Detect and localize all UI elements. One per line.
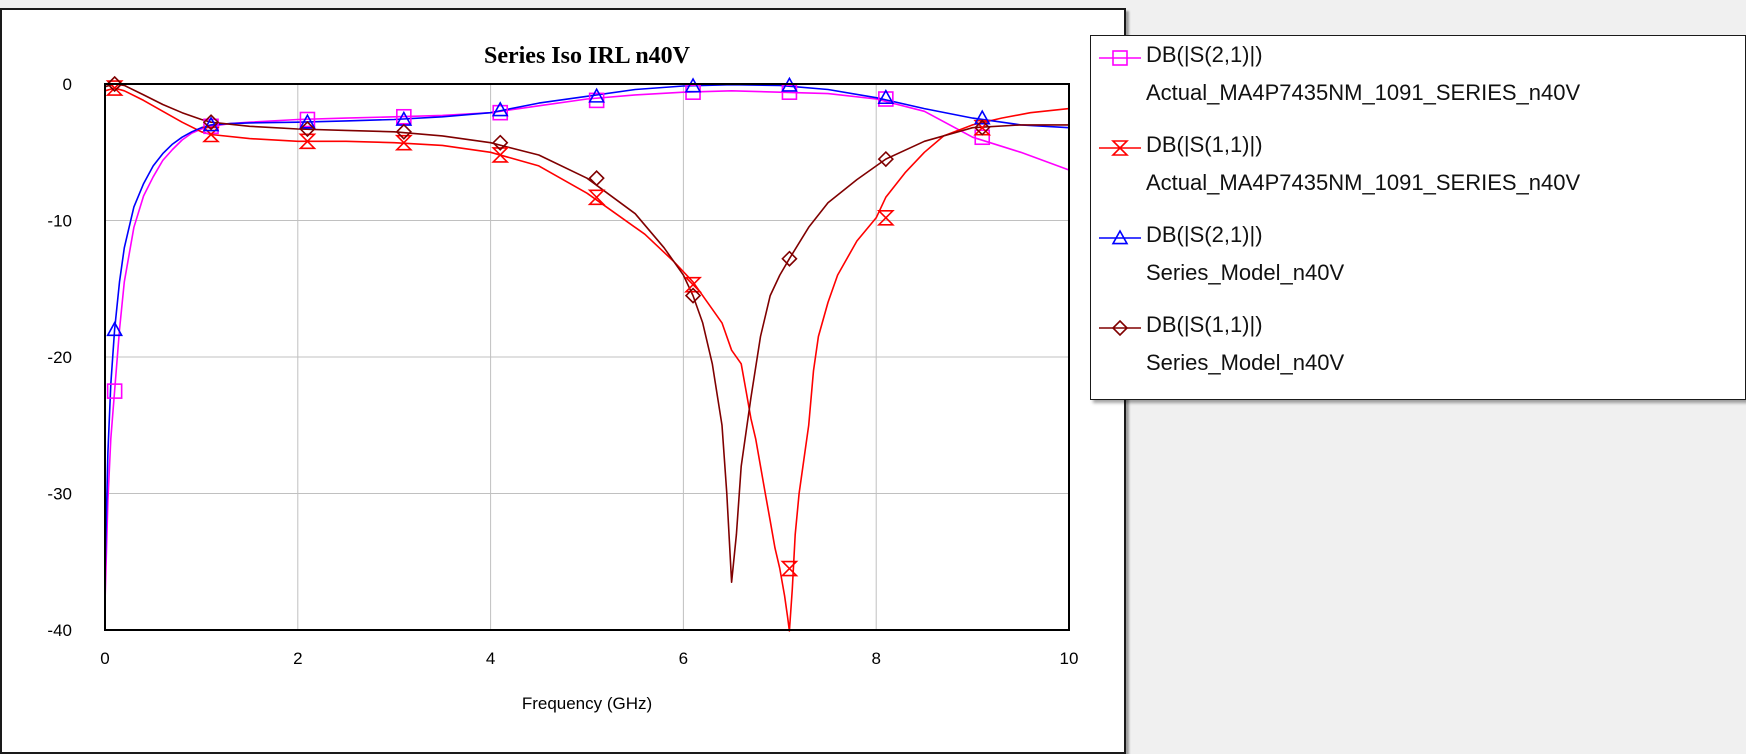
legend-item: DB(|S(1,1)|) Actual_MA4P7435NM_1091_SERI… <box>1091 132 1745 216</box>
x-tick-label: 4 <box>486 649 495 668</box>
data-point-marker <box>876 209 895 226</box>
data-point-marker <box>299 120 316 138</box>
data-point-marker <box>587 189 606 206</box>
series-line <box>104 87 1070 632</box>
data-point-marker <box>684 77 702 93</box>
data-point-marker <box>492 104 509 121</box>
x-tick-label: 0 <box>100 649 109 668</box>
chart-title: Series Iso IRL n40V <box>484 43 691 69</box>
y-tick-label: 0 <box>63 75 72 94</box>
series-line <box>104 90 1070 603</box>
y-tick-label: -30 <box>47 485 72 504</box>
legend-series-source: Actual_MA4P7435NM_1091_SERIES_n40V <box>1146 170 1581 195</box>
legend-swatch <box>1099 50 1141 66</box>
data-point-marker <box>974 129 991 146</box>
legend-swatch-marker <box>1111 140 1129 156</box>
legend-series-source: Actual_MA4P7435NM_1091_SERIES_n40V <box>1146 80 1581 105</box>
data-point-marker <box>781 250 798 267</box>
legend-series-source: Series_Model_n40V <box>1146 350 1345 375</box>
data-point-marker <box>974 119 991 136</box>
legend-swatch <box>1099 229 1141 245</box>
legend-series-name: DB(|S(2,1)|) <box>1146 222 1263 247</box>
data-point-marker <box>395 123 412 140</box>
data-point-marker <box>684 287 702 304</box>
legend-item: DB(|S(2,1)|) Actual_MA4P7435NM_1091_SERI… <box>1091 42 1745 126</box>
data-point-marker <box>877 89 895 105</box>
legend-swatch-marker <box>1112 50 1128 66</box>
data-point-marker <box>588 87 605 103</box>
data-point-marker <box>973 119 992 136</box>
legend-item: DB(|S(1,1)|) Series_Model_n40V <box>1091 312 1745 396</box>
data-point-marker <box>106 321 123 337</box>
x-tick-labels: 0 2 4 6 8 10 <box>100 649 1078 668</box>
data-point-marker <box>973 109 991 125</box>
plot-window: Series Iso IRL n40V 0 2 4 6 8 10 0 -10 -20 -30 -4… <box>0 8 1126 754</box>
grid-lines <box>105 84 1069 630</box>
data-point-marker <box>684 276 702 293</box>
y-tick-label: -20 <box>47 348 72 367</box>
data-point-marker <box>105 80 124 96</box>
data-point-marker <box>299 111 316 128</box>
legend-swatch-marker <box>1111 229 1129 245</box>
data-point-marker <box>299 113 316 129</box>
y-tick-label: -10 <box>47 212 72 231</box>
legend-swatch <box>1099 319 1141 337</box>
data-point-marker <box>780 560 799 577</box>
legend-series-name: DB(|S(1,1)|) <box>1146 132 1263 157</box>
data-point-marker <box>877 150 894 168</box>
legend-series-source: Series_Model_n40V <box>1146 260 1345 285</box>
x-tick-label: 2 <box>293 649 302 668</box>
data-point-marker <box>588 170 605 187</box>
series-markers <box>105 75 992 577</box>
x-tick-label: 6 <box>679 649 688 668</box>
plot-area-frame <box>104 83 1070 631</box>
legend-swatch <box>1099 140 1141 156</box>
y-tick-label: -40 <box>47 621 72 640</box>
legend-series-name: DB(|S(2,1)|) <box>1146 42 1263 67</box>
x-tick-label: 10 <box>1060 649 1079 668</box>
data-point-marker <box>202 114 220 131</box>
data-point-marker <box>106 383 123 399</box>
data-point-marker <box>781 84 798 100</box>
chart-plot: Series Iso IRL n40V 0 2 4 6 8 10 0 -10 -20 -30 -4… <box>47 43 1078 713</box>
x-tick-label: 8 <box>871 649 880 668</box>
legend-swatch-marker <box>1111 319 1129 337</box>
legend-item: DB(|S(2,1)|) Series_Model_n40V <box>1091 222 1745 306</box>
data-point-marker <box>202 116 220 132</box>
data-point-marker <box>492 134 509 151</box>
data-point-marker <box>491 101 509 117</box>
series-line <box>104 83 1070 576</box>
y-tick-labels: 0 -10 -20 -30 -40 <box>47 75 72 640</box>
legend-series-name: DB(|S(1,1)|) <box>1146 312 1263 337</box>
legend: DB(|S(2,1)|) Actual_MA4P7435NM_1091_SERI… <box>1090 35 1746 400</box>
data-point-marker <box>106 75 123 93</box>
x-axis-label: Frequency (GHz) <box>522 694 652 713</box>
